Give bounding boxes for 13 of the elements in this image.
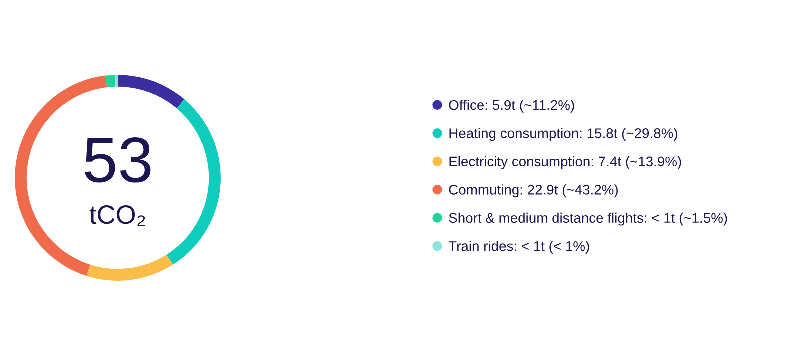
text: tCO₂ xyxy=(90,206,146,226)
legend-label: Short & medium distance flights: < 1t (~1.5%) xyxy=(449,212,728,226)
donut-slice xyxy=(166,100,221,265)
legend-label: Train rides: < 1t (< 1%) xyxy=(448,241,590,254)
donut-slice xyxy=(106,75,116,88)
legend-label: Commuting: 22.9t (~43.2%) xyxy=(449,184,618,198)
legend-label: Office: 5.9t (~11.2%) xyxy=(449,100,574,113)
text: 53 xyxy=(85,138,151,183)
donut-slice xyxy=(115,75,118,87)
legend-label: Heating consumption: 15.8t (~29.8%) xyxy=(450,128,678,142)
donut-slice xyxy=(118,75,185,109)
legend-label: Electricity consumption: 7.4t (~13.9%) xyxy=(450,156,682,170)
donut-slice xyxy=(86,254,174,281)
